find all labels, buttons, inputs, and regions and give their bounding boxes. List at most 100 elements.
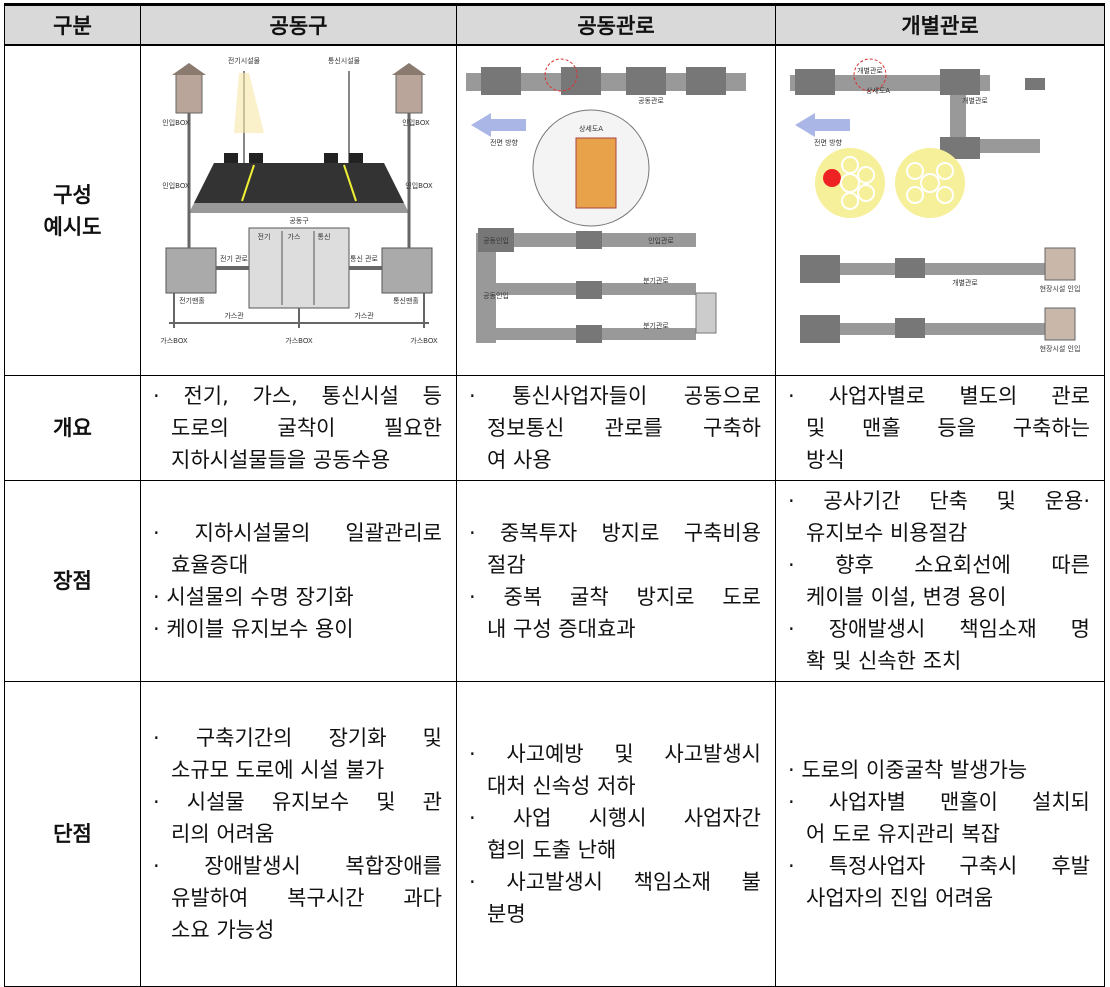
diagram-label: 전면 방향 xyxy=(814,138,843,147)
diagram-label: 가스BOX xyxy=(410,336,438,345)
text-line: · 사고예방 및 사고발생시 xyxy=(469,742,761,766)
table-cell: · 사고예방 및 사고발생시 대처 신속성 저하 · 사업 시행시 사업자간 협의 도… xyxy=(456,681,776,987)
diagram-label: 공동구 xyxy=(289,217,309,225)
text-line: 분명 xyxy=(487,902,526,926)
text-line: 협의 도출 난해 xyxy=(487,838,617,862)
text-line: · 케이블 유지보수 용이 xyxy=(153,617,354,641)
comparison-table: 구분 공동구 공동관로 개별관로 구성 예시도 전기시설물 통신시설물 인 xyxy=(4,3,1105,987)
row-label: 단점 xyxy=(4,681,141,987)
text-line: 절감 xyxy=(487,553,526,577)
row-label-line: 개요 xyxy=(53,416,92,440)
diagram-cell: 전기시설물 통신시설물 인입BOX 인입BOX 인입BOX 인입BOX 공동구 전기 가스 통신 전… xyxy=(140,44,457,376)
text-line: 사업자의 진입 어려움 xyxy=(806,886,994,910)
diagram-label: 분기관로 xyxy=(643,321,669,330)
text-line: · 지하시설물의 일괄관리로 xyxy=(153,521,442,545)
diagram-label: 가스BOX xyxy=(285,336,313,345)
text-line: 여 사용 xyxy=(487,448,552,472)
page: 구분 공동구 공동관로 개별관로 구성 예시도 전기시설물 통신시설물 인 xyxy=(4,3,1105,987)
header-cell: 개별관로 xyxy=(775,3,1105,46)
header-cell: 구분 xyxy=(4,3,141,46)
text-line: · 사업자별 맨홀이 설치되 xyxy=(788,790,1090,814)
diagram-label: 공동인입 xyxy=(483,236,509,245)
text-line: 대처 신속성 저하 xyxy=(487,774,636,798)
text-line: · 중복투자 방지로 구축비용 xyxy=(469,521,761,545)
diagram-label: 전면 방향 xyxy=(490,138,519,147)
text-line: · 시설물의 수명 장기화 xyxy=(153,585,354,609)
text-line: · 사업자별로 별도의 관로 xyxy=(788,384,1090,408)
bullet-item: · 사업자별로 별도의 관로 및 맨홀 등을 구축하는 방식 xyxy=(788,380,1090,476)
text-line: 도로의 굴착이 필요한 xyxy=(171,416,442,440)
diagram-label: 전기 xyxy=(257,232,270,241)
table-cell: · 사업자별로 별도의 관로 및 맨홀 등을 구축하는 방식 xyxy=(775,375,1105,481)
text-line: 유발하여 복구시간 과다 xyxy=(171,886,442,910)
diagram-label: 상세도A xyxy=(866,86,890,95)
diagram-row: 구성 예시도 전기시설물 통신시설물 인입BOX 인입BOX 인입BOX 인입BOX 공동 xyxy=(4,44,1105,376)
bullet-item: · 공사기간 단축 및 운용· 유지보수 비용절감 xyxy=(788,485,1090,549)
bullet-item: · 시설물의 수명 장기화 xyxy=(153,581,442,613)
table-row: 장점 · 지하시설물의 일괄관리로 효율증대 · 시설물의 수명 장기화 · 케이블 유… xyxy=(4,480,1105,682)
text-line: · 도로의 이중굴착 발생가능 xyxy=(788,758,1028,782)
diagram-label: 가스BOX xyxy=(160,336,188,345)
header-cell: 공동구 xyxy=(140,3,457,46)
row-label-line: 구성 xyxy=(53,182,92,207)
diagram-label: 통신맨홀 xyxy=(393,296,419,305)
diagram-label: 상세도A xyxy=(579,124,603,133)
text-line: · 전기, 가스, 통신시설 등 xyxy=(153,384,442,408)
diagram-label: 가스 xyxy=(287,232,300,241)
text-line: 리의 어려움 xyxy=(171,822,275,846)
text-line: 정보통신 관로를 구축하 xyxy=(487,416,761,440)
diagram-label: 가스관 xyxy=(354,311,374,320)
text-line: · 구축기간의 장기화 및 xyxy=(153,726,442,750)
diagram-label: 현장시설 인입 xyxy=(1040,344,1081,353)
diagram-label: 인입BOX xyxy=(405,181,433,190)
diagram-label: 통신 xyxy=(317,232,330,241)
text-line: 및 맨홀 등을 구축하는 xyxy=(806,416,1090,440)
header-cell: 공동관로 xyxy=(456,3,776,46)
text-line: 어 도로 유지관리 복잡 xyxy=(806,822,1000,846)
diagram-label: 인입BOX xyxy=(162,181,190,190)
diagram-label: 개별관로 xyxy=(857,66,883,75)
text-line: · 중복 굴착 방지로 도로 xyxy=(469,585,761,609)
bullet-item: · 케이블 유지보수 용이 xyxy=(153,613,442,645)
text-line: 유지보수 비용절감 xyxy=(806,521,968,545)
bullet-item: · 특정사업자 구축시 후발 사업자의 진입 어려움 xyxy=(788,850,1090,914)
diagram-label: 인입BOX xyxy=(402,118,430,127)
row-label-line: 예시도 xyxy=(43,214,102,239)
text-line: 내 구성 증대효과 xyxy=(487,617,636,641)
text-line: · 장애발생시 책임소재 명 xyxy=(788,617,1090,641)
text-line: · 시설물 유지보수 및 관 xyxy=(153,790,442,814)
row-label: 장점 xyxy=(4,480,141,682)
text-line: 소규모 도로에 시설 불가 xyxy=(171,758,385,782)
text-line: 케이블 이설, 변경 용이 xyxy=(806,585,1007,609)
bullet-item: · 장애발생시 복합장애를 유발하여 복구시간 과다 소요 가능성 xyxy=(153,850,442,946)
table-row: 단점 · 구축기간의 장기화 및 소규모 도로에 시설 불가 · 시설물 유지보수 및… xyxy=(4,681,1105,987)
text-line: · 통신사업자들이 공동으로 xyxy=(469,384,761,408)
diagram-label: 현장시설 인입 xyxy=(1040,284,1081,293)
bullet-item: · 사업 시행시 사업자간 협의 도출 난해 xyxy=(469,802,761,866)
text-line: · 사고발생시 책임소재 불 xyxy=(469,870,761,894)
table-cell: · 지하시설물의 일괄관리로 효율증대 · 시설물의 수명 장기화 · 케이블 유지보… xyxy=(140,480,457,682)
text-line: 지하시설물들을 공동수용 xyxy=(171,448,391,472)
text-line: · 향후 소요회선에 따른 xyxy=(788,553,1090,577)
diagram-label: 인입BOX xyxy=(162,118,190,127)
diagram-label: 개별관로 xyxy=(962,96,988,105)
diagram-label: 공동인입 xyxy=(483,291,509,300)
diagram-label: 전기맨홀 xyxy=(179,296,205,305)
diagram-label: 공동관로 xyxy=(638,96,664,105)
